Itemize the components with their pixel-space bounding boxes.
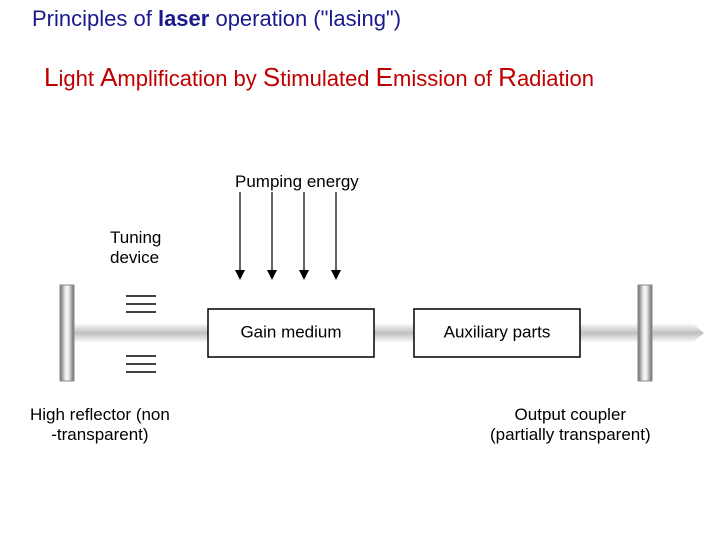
gain-medium-label: Gain medium	[240, 322, 341, 341]
output-coupler-label: Output coupler (partially transparent)	[490, 405, 651, 445]
high-reflector-label: High reflector (non -transparent)	[30, 405, 170, 445]
tuning-label-line1: Tuning	[110, 228, 161, 248]
output-coupler-mirror	[638, 285, 652, 381]
hr-label-line1: High reflector (non	[30, 405, 170, 425]
laser-beam	[68, 323, 704, 343]
laser-diagram: Gain medium Auxiliary parts	[0, 0, 720, 540]
hr-label-line2: -transparent)	[30, 425, 170, 445]
oc-label-line1: Output coupler	[490, 405, 651, 425]
auxiliary-parts-label: Auxiliary parts	[444, 322, 551, 341]
pumping-energy-label: Pumping energy	[235, 172, 359, 192]
oc-label-line2: (partially transparent)	[490, 425, 651, 445]
tuning-device-label: Tuning device	[110, 228, 161, 268]
pumping-arrows	[235, 192, 341, 280]
tuning-label-line2: device	[110, 248, 161, 268]
high-reflector-mirror	[60, 285, 74, 381]
